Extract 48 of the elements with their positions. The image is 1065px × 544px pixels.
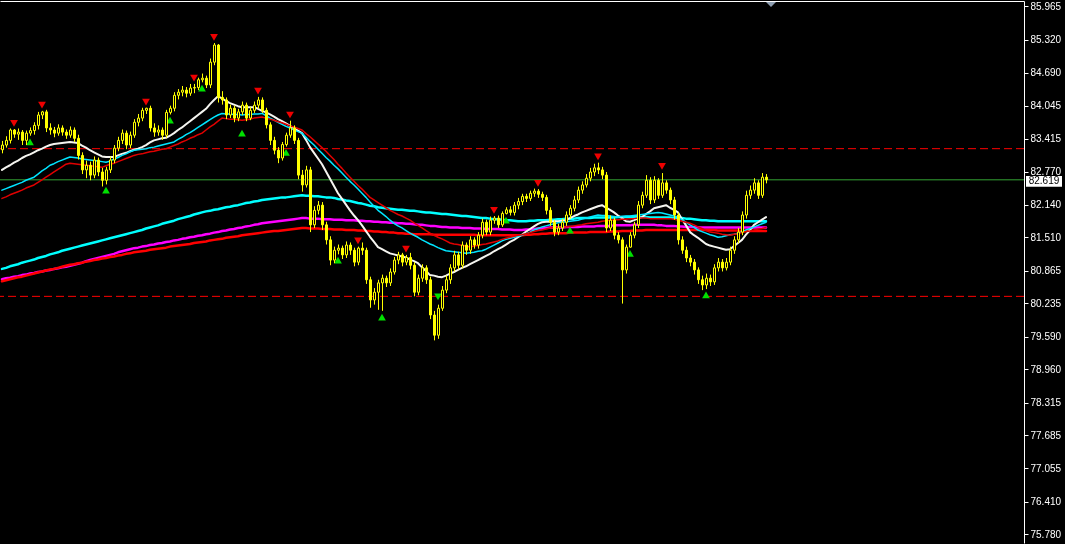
point [190,74,198,82]
point [38,101,46,109]
point [534,180,542,187]
y-tick-label: 78.960 [1030,363,1062,375]
y-tick-label: 83.415 [1030,133,1062,145]
y-tick-label: 75.780 [1030,528,1062,540]
candlestick [613,217,616,240]
candlestick [461,241,464,269]
y-tick-label: 77.685 [1030,429,1062,441]
point [142,98,150,106]
y-tick-label: 85.965 [1030,0,1062,12]
point [658,162,666,170]
y-tick-label: 80.865 [1030,265,1062,277]
candlestick [661,173,664,198]
y-tick-label: 84.690 [1030,67,1062,79]
point [490,206,498,214]
candlestick [649,177,652,205]
candlestick [165,109,168,138]
y-tick-label: 84.045 [1030,100,1062,112]
y-tick-label: 76.410 [1030,496,1062,508]
candlestick [149,105,152,132]
candlestick [173,92,176,112]
ref-line-label: 82.619 [1028,175,1060,187]
candlestick [657,178,660,199]
y-tick-label: 81.510 [1030,231,1062,243]
point [26,138,34,146]
y-tick-label: 82.770 [1030,166,1062,178]
candlestick [225,97,228,120]
candlestick [653,176,656,204]
y-tick-label: 85.320 [1030,34,1062,46]
candlestick [377,279,380,310]
point [10,119,18,127]
y-tick-label: 77.055 [1030,462,1062,474]
y-tick-label: 79.590 [1030,331,1062,343]
candlestick [381,274,384,311]
point [402,245,410,253]
y-tick-label: 80.235 [1030,297,1062,309]
candlestick [45,109,48,133]
y-tick-label: 78.315 [1030,397,1062,409]
y-tick-label: 82.140 [1030,199,1062,211]
point [254,87,262,95]
candlestick [761,173,764,198]
point [210,33,218,41]
line-series [1,95,767,279]
point [702,291,710,299]
line-series [0,194,768,271]
candlestick [93,156,96,179]
candlestick [713,264,716,285]
